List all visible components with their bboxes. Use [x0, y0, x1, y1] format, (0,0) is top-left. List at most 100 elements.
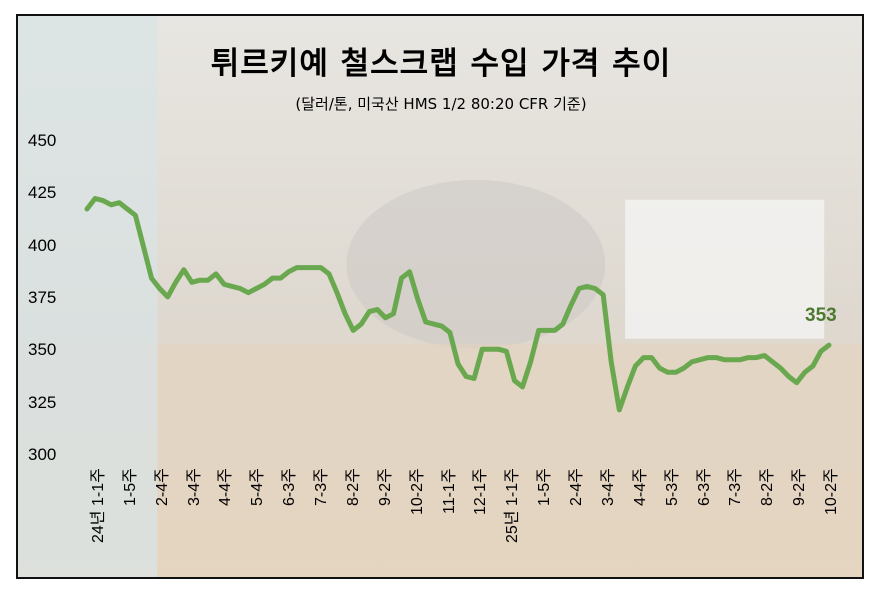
data-point [643, 357, 644, 359]
data-point [320, 267, 322, 269]
data-point [376, 309, 378, 310]
data-point [393, 313, 394, 315]
data-point [683, 367, 685, 369]
data-point [530, 361, 532, 363]
y-tick-label: 450 [28, 131, 57, 150]
data-point [780, 367, 782, 369]
data-point [820, 350, 822, 352]
data-point [618, 409, 620, 411]
data-point [384, 317, 386, 319]
data-point [514, 380, 515, 382]
data-point [481, 348, 483, 350]
data-point [255, 288, 257, 289]
data-point [94, 198, 96, 199]
data-point [296, 267, 298, 269]
data-point [288, 271, 290, 273]
data-point [360, 323, 362, 325]
data-point [764, 355, 765, 356]
data-point [586, 285, 588, 287]
price-series-line [84, 196, 832, 413]
y-tick-label: 400 [28, 235, 57, 255]
last-value-label: 353 [805, 305, 837, 327]
data-point [449, 332, 451, 333]
data-point [538, 329, 540, 331]
data-point [441, 325, 443, 327]
data-point [175, 281, 177, 283]
data-point [417, 298, 419, 300]
data-point [409, 271, 411, 273]
data-point [126, 208, 128, 210]
chart-title: 튀르키예 철스크랩 수입 가격 추이 [210, 46, 672, 82]
data-point [457, 363, 459, 365]
data-point [473, 378, 475, 379]
data-point [804, 371, 806, 373]
data-point [562, 323, 564, 325]
data-point [110, 204, 112, 206]
data-point [304, 267, 306, 269]
chart-frame [16, 14, 864, 579]
data-point [570, 304, 572, 306]
data-point [497, 348, 499, 350]
data-point [215, 273, 217, 275]
data-point [352, 329, 354, 331]
data-point [465, 376, 467, 377]
data-point [505, 350, 507, 352]
data-point [699, 359, 701, 361]
data-point [151, 277, 152, 279]
data-point [344, 313, 346, 315]
data-point [102, 200, 104, 202]
data-point [731, 359, 733, 361]
data-point [401, 277, 402, 279]
chart-subtitle: (달러/톤, 미국산 HMS 1/2 80:20 CFR 기준) [295, 95, 587, 113]
data-point [796, 382, 798, 384]
data-point [788, 376, 790, 377]
data-point [723, 359, 725, 361]
data-point [554, 329, 556, 331]
data-point [610, 361, 612, 363]
data-point [86, 208, 88, 210]
data-point [280, 277, 282, 279]
data-point [199, 279, 201, 281]
data-point [312, 267, 314, 269]
data-point [143, 246, 144, 248]
data-point [691, 361, 693, 363]
data-point [207, 279, 209, 281]
data-point [755, 357, 757, 359]
y-tick-label: 325 [28, 392, 57, 412]
data-point [594, 288, 596, 289]
data-point [223, 283, 225, 285]
data-point [247, 292, 249, 294]
scrap-yard-background [18, 16, 862, 577]
data-point [231, 285, 233, 287]
data-point [425, 321, 427, 323]
data-point [634, 365, 636, 367]
data-point [602, 294, 604, 296]
data-point [812, 365, 814, 367]
data-point [263, 283, 265, 285]
y-tick-label: 350 [28, 340, 57, 360]
data-point [659, 367, 661, 369]
data-point [651, 357, 653, 359]
data-point [522, 386, 523, 388]
data-point [118, 202, 120, 204]
data-point [433, 323, 435, 325]
data-point [715, 357, 717, 359]
y-tick-label: 425 [28, 183, 57, 203]
data-point [134, 214, 136, 216]
data-point [272, 277, 273, 279]
data-point [578, 288, 580, 289]
data-point [159, 288, 161, 289]
data-point [739, 359, 741, 361]
data-point [675, 371, 677, 373]
data-point [707, 357, 709, 359]
data-point [489, 348, 491, 350]
data-point [167, 296, 169, 298]
y-tick-label: 300 [28, 445, 57, 464]
data-point [667, 371, 669, 373]
data-point [336, 292, 338, 294]
data-point [239, 288, 241, 289]
data-point [191, 281, 193, 283]
data-point [368, 311, 370, 313]
data-point [772, 361, 773, 363]
